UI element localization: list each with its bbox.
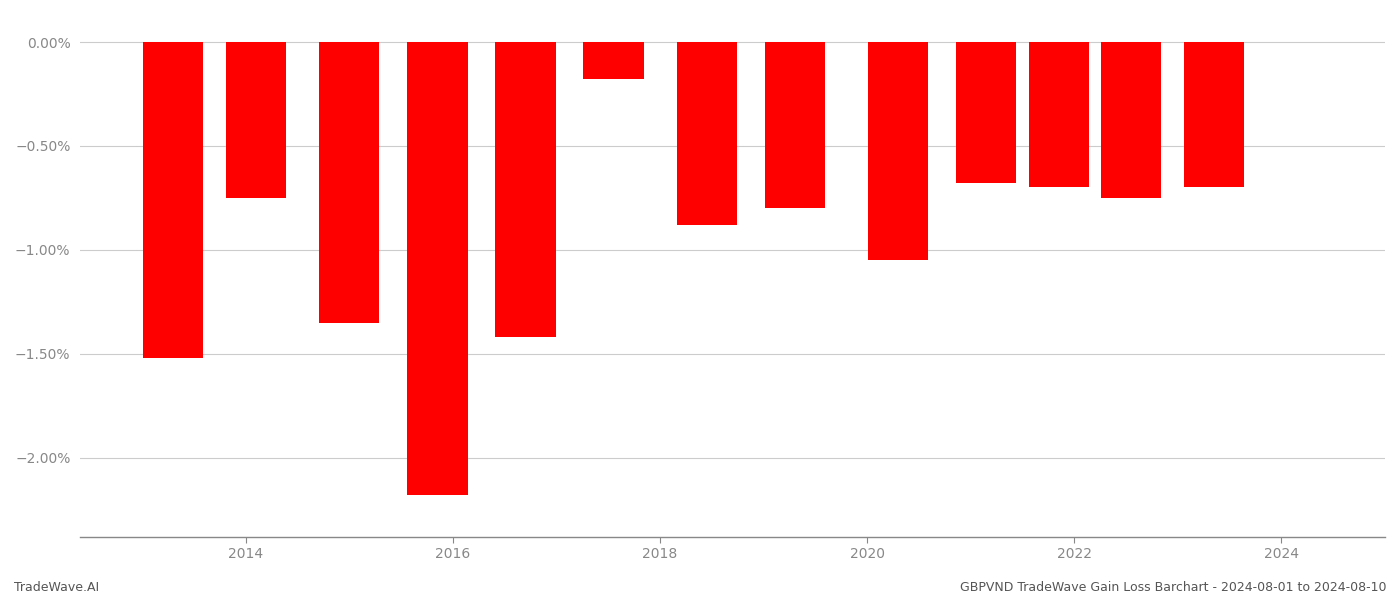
Bar — [1029, 42, 1089, 187]
Text: GBPVND TradeWave Gain Loss Barchart - 2024-08-01 to 2024-08-10: GBPVND TradeWave Gain Loss Barchart - 20… — [959, 581, 1386, 594]
Bar — [764, 42, 825, 208]
Bar — [319, 42, 379, 323]
Bar — [584, 42, 644, 79]
Bar — [1184, 42, 1245, 187]
Bar — [227, 42, 286, 198]
Bar — [676, 42, 736, 225]
Text: TradeWave.AI: TradeWave.AI — [14, 581, 99, 594]
Bar — [407, 42, 468, 495]
Bar — [956, 42, 1016, 184]
Bar — [143, 42, 203, 358]
Bar — [868, 42, 928, 260]
Bar — [1102, 42, 1162, 198]
Bar — [496, 42, 556, 337]
